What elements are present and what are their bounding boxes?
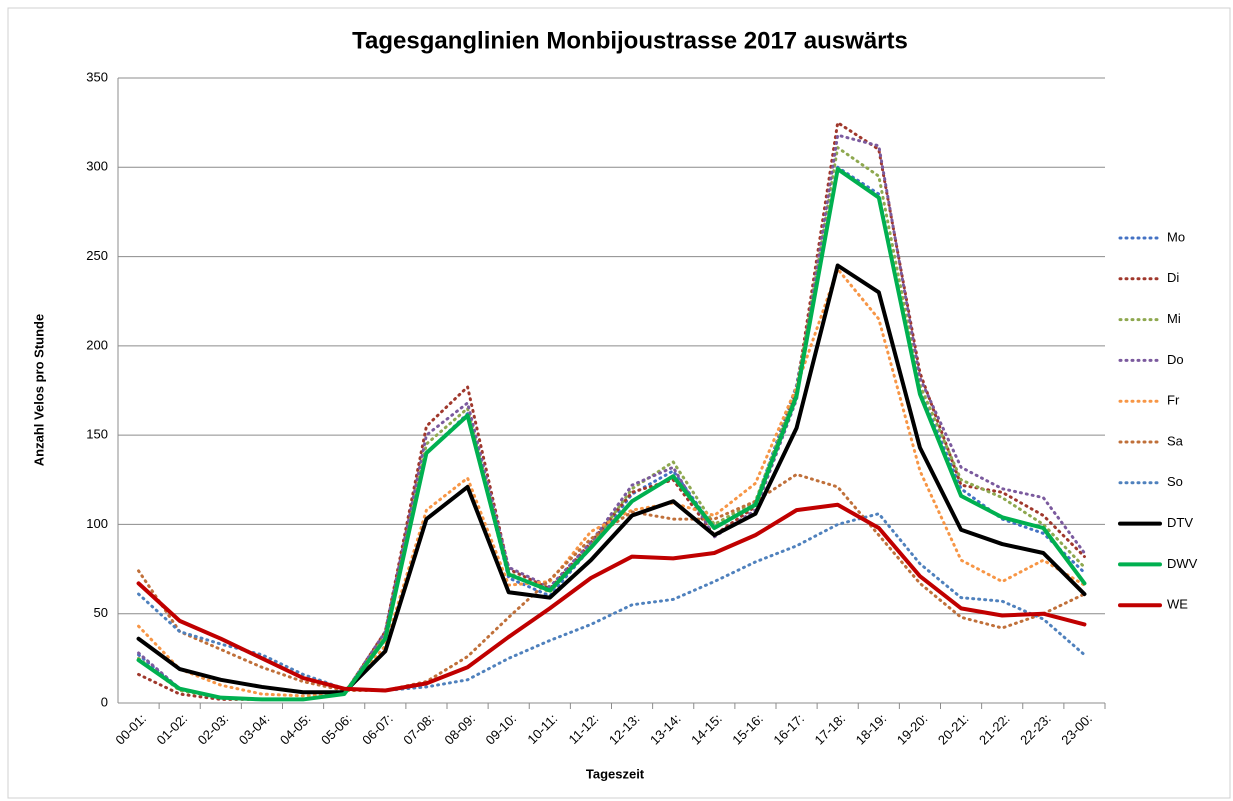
y-tick-label: 50 <box>94 605 108 620</box>
legend-label: Di <box>1167 270 1179 285</box>
legend-label: WE <box>1167 597 1188 612</box>
legend-label: DWV <box>1167 556 1198 571</box>
legend-label: DTV <box>1167 515 1193 530</box>
y-tick-label: 200 <box>86 337 108 352</box>
series-line <box>137 133 1086 701</box>
series-line <box>136 167 1087 702</box>
series-line <box>137 165 1086 701</box>
y-tick-label: 350 <box>86 69 108 84</box>
chart-border <box>7 7 1231 799</box>
y-axis-title: Anzahl Velos pro Stunde <box>31 314 46 466</box>
legend-label: Do <box>1167 352 1184 367</box>
legend-label: Mo <box>1167 229 1185 244</box>
legend-label: So <box>1167 474 1183 489</box>
y-tick-label: 300 <box>86 159 108 174</box>
y-tick-label: 250 <box>86 248 108 263</box>
series-line <box>137 512 1086 692</box>
series-line <box>136 502 1087 693</box>
chart-title: Tagesganglinien Monbijoustrasse 2017 aus… <box>352 27 908 54</box>
series-line <box>136 263 1087 695</box>
legend-label: Mi <box>1167 311 1181 326</box>
y-tick-label: 0 <box>101 694 108 709</box>
legend-label: Sa <box>1167 433 1184 448</box>
series-line <box>137 267 1086 698</box>
y-tick-label: 100 <box>86 516 108 531</box>
legend-label: Fr <box>1167 393 1180 408</box>
x-axis-title: Tageszeit <box>586 766 645 781</box>
y-tick-label: 150 <box>86 427 108 442</box>
